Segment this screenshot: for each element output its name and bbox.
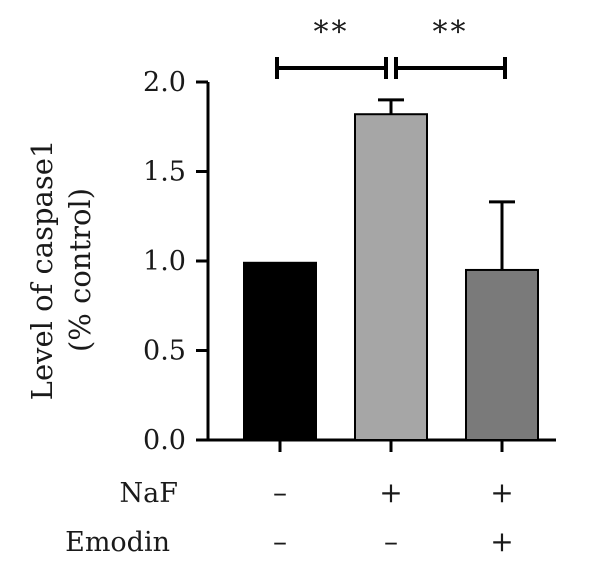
y-tick-label: 1.5 [143,157,186,188]
error-bars [378,98,515,270]
condition-label-naf: NaF [120,478,178,509]
y-axis-label-line-1: Level of caspase1 [25,140,59,401]
bars [243,113,539,442]
condition-label-emodin: Emodin [65,527,170,558]
condition-sign: – [273,525,287,558]
x-ticks [278,440,504,452]
condition-sign: + [379,476,402,509]
condition-sign: – [273,476,287,509]
y-axis-label: Level of caspase1 (% control) [25,140,97,401]
bar [465,268,539,442]
y-tick-label: 0.5 [143,336,186,367]
condition-signs: – + + – – + [273,476,514,558]
y-axis-label-line-2: (% control) [63,188,97,352]
condition-sign: – [384,525,398,558]
condition-sign: + [490,525,513,558]
bar [243,261,317,442]
significance-label: ** [314,15,350,50]
y-ticks: 0.0 0.5 1.0 1.5 2.0 [143,67,208,456]
bar [354,113,428,441]
significance-brackets: ** ** [275,15,507,79]
condition-sign: + [490,476,513,509]
y-tick-label: 0.0 [143,425,186,456]
y-tick-label: 1.0 [143,246,186,277]
y-tick-label: 2.0 [143,67,186,98]
significance-label: ** [433,15,469,50]
